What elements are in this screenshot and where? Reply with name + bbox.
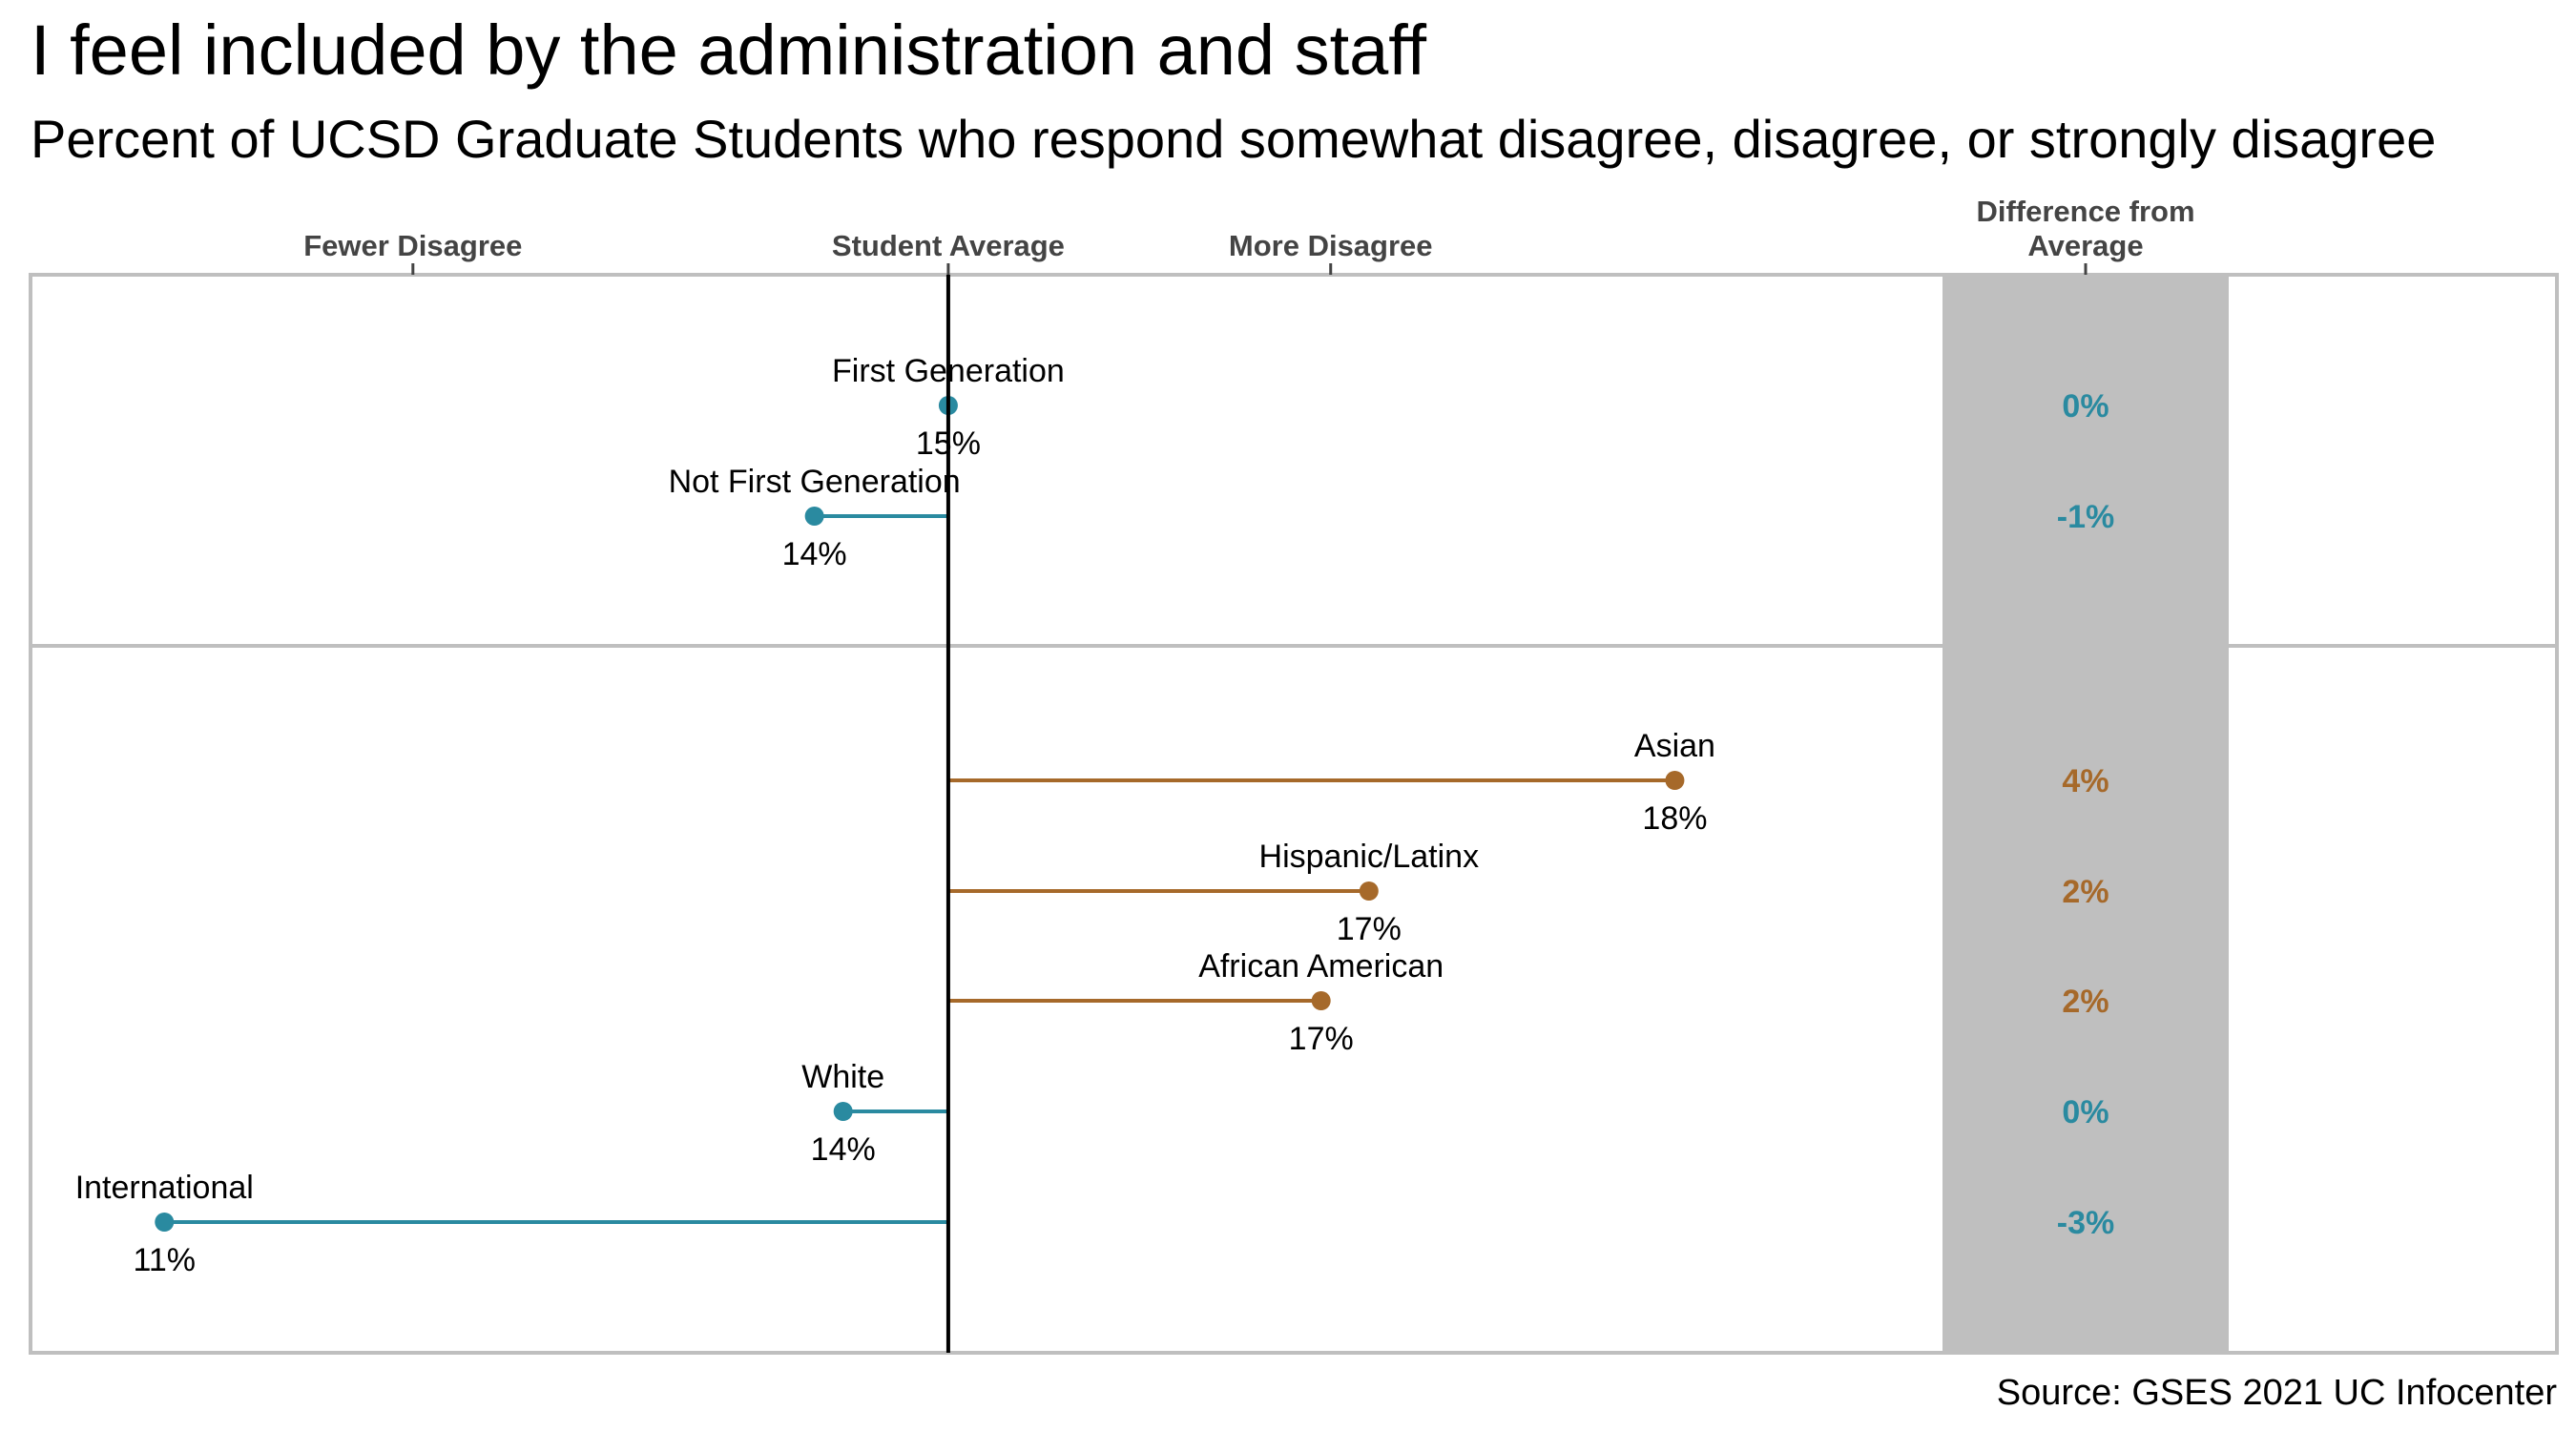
diff-band-panel-1 (1942, 275, 2229, 646)
value-label: 14% (811, 1131, 876, 1168)
data-point (1360, 881, 1379, 901)
x-axis: Fewer Disagree Student Average More Disa… (303, 195, 2194, 275)
difference-value: 2% (2062, 874, 2109, 910)
group-label: International (75, 1170, 254, 1206)
difference-value: 4% (2062, 763, 2109, 799)
group-label: White (801, 1059, 884, 1095)
value-label: 18% (1642, 800, 1707, 837)
value-label: 11% (134, 1242, 197, 1278)
difference-value: -1% (2057, 499, 2114, 535)
source-note: Source: GSES 2021 UC Infocenter (1997, 1373, 2558, 1413)
difference-value: 2% (2062, 984, 2109, 1020)
data-point (805, 507, 824, 526)
value-label: 14% (782, 536, 847, 572)
data-point (1665, 771, 1684, 790)
data-point (834, 1102, 853, 1121)
axis-label-fewer: Fewer Disagree (303, 229, 522, 262)
difference-value: 0% (2062, 388, 2109, 425)
value-label: 17% (1337, 911, 1402, 947)
diff-header-line-2: Average (2027, 229, 2143, 262)
group-label: African American (1198, 948, 1444, 985)
diff-header-line-1: Difference from (1976, 195, 2194, 228)
axis-label-average: Student Average (832, 229, 1065, 262)
group-label: Not First Generation (669, 464, 961, 500)
chart-title: I feel included by the administration an… (31, 10, 1427, 90)
group-label: Hispanic/Latinx (1259, 839, 1480, 875)
axis-label-more: More Disagree (1229, 229, 1433, 262)
chart-subtitle: Percent of UCSD Graduate Students who re… (31, 109, 2436, 169)
data-point (1312, 991, 1331, 1010)
diff-band-group (1942, 275, 2229, 1353)
data-point (155, 1213, 174, 1232)
group-label: Asian (1634, 728, 1715, 764)
difference-value: 0% (2062, 1094, 2109, 1130)
difference-value: -3% (2057, 1205, 2114, 1241)
value-label: 17% (1289, 1021, 1354, 1057)
